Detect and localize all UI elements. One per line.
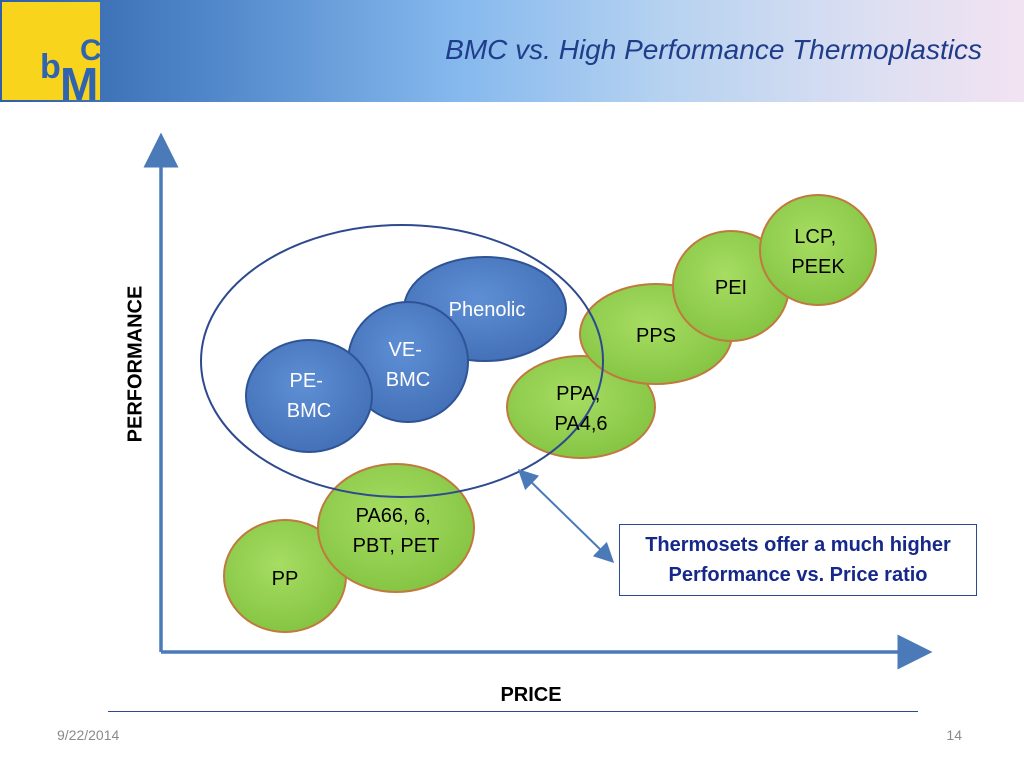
- thermoset-group-ellipse: [200, 224, 604, 498]
- thermoplastic-bubbles: [223, 194, 877, 633]
- label-pe-bmc: PE- BMC: [287, 370, 331, 422]
- label-ve-bmc: VE- BMC: [386, 339, 430, 391]
- footer-divider: [108, 711, 918, 712]
- callout-box: Thermosets offer a much higher Performan…: [619, 524, 977, 596]
- callout-arrow: [517, 469, 615, 563]
- logo-letter-m: M: [60, 58, 98, 100]
- logo-letter-c: C: [80, 34, 100, 67]
- footer-date: 9/22/2014: [57, 727, 120, 743]
- bubble-pa66-pbt-pet: [317, 463, 475, 593]
- bubble-labels: PP PA66, 6, PBT, PET PPA, PA4,6 PPS PEI …: [272, 226, 846, 590]
- label-pa66-pbt-pet: PA66, 6, PBT, PET: [353, 505, 440, 557]
- label-pp: PP: [272, 568, 299, 590]
- bmc-logo: b M C: [2, 2, 100, 100]
- thermoset-bubbles: [245, 256, 567, 453]
- slide-title: BMC vs. High Performance Thermoplastics: [445, 34, 982, 65]
- logo-graphic: b M C: [40, 34, 100, 100]
- label-phenolic: Phenolic: [449, 299, 526, 321]
- label-pps: PPS: [636, 325, 676, 347]
- label-lcp-peek: LCP, PEEK: [791, 226, 845, 278]
- logo-letter-b: b: [40, 48, 61, 86]
- bubble-ppa-pa46: [506, 355, 656, 459]
- bubble-lcp-peek: [759, 194, 877, 306]
- label-ppa-pa46: PPA, PA4,6: [555, 383, 608, 435]
- bubble-pe-bmc: [245, 339, 373, 453]
- page-number: 14: [946, 727, 962, 743]
- slide-header: b M C BMC vs. High Performance Thermopla…: [0, 0, 1024, 102]
- y-axis-label: PERFORMANCE: [124, 285, 147, 443]
- x-axis-label: PRICE: [500, 684, 562, 706]
- callout-line-2: Performance vs. Price ratio: [668, 564, 928, 586]
- label-pei: PEI: [715, 277, 747, 299]
- callout-line-1: Thermosets offer a much higher: [645, 534, 951, 556]
